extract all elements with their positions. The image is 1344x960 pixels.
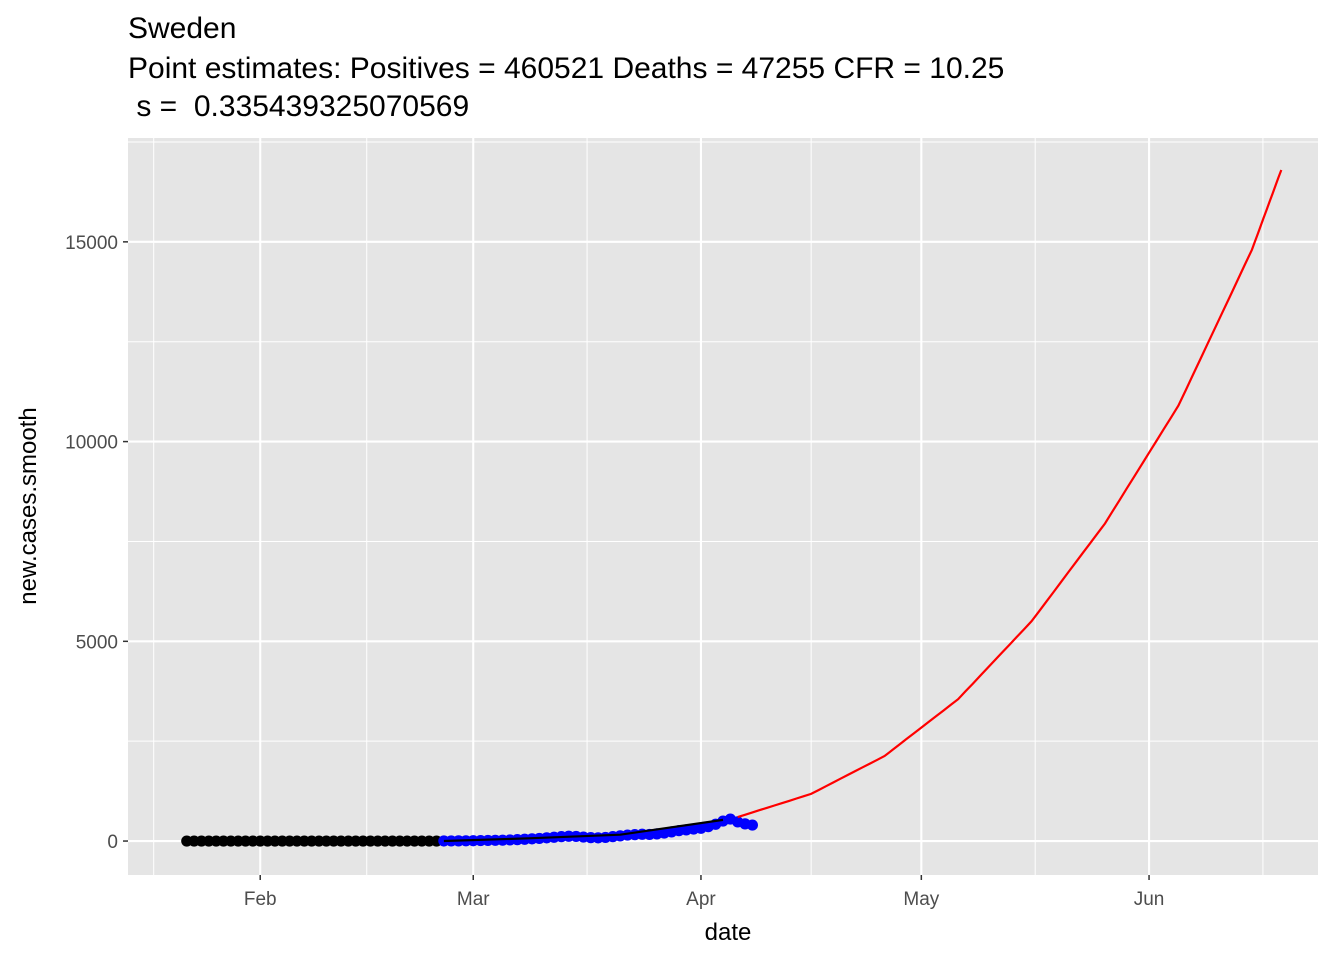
x-tick-label: Apr (686, 889, 716, 910)
title-line-2: Point estimates: Positives = 460521 Deat… (128, 52, 1004, 85)
data-point (746, 819, 758, 831)
x-tick-label: Jun (1134, 889, 1165, 910)
y-axis: 0 5000 10000 15000 (65, 233, 128, 853)
x-tick-label: May (903, 889, 939, 910)
title-line-3: s = 0.335439325070569 (128, 90, 469, 123)
x-tick-label: Mar (457, 889, 490, 910)
plot-panel (128, 138, 1318, 875)
y-tick-label: 10000 (65, 433, 118, 454)
y-tick-label: 0 (107, 832, 118, 853)
series-line (443, 818, 724, 843)
title-line-1: Sweden (128, 12, 236, 45)
series-line (737, 169, 1283, 819)
series-layer (181, 169, 1283, 847)
y-tick-label: 15000 (65, 233, 118, 254)
x-axis-title: date (705, 919, 752, 946)
y-axis-title: new.cases.smooth (15, 407, 42, 604)
chart-title: Sweden Point estimates: Positives = 4605… (128, 12, 1004, 123)
x-axis: Feb Mar Apr May Jun (244, 875, 1165, 910)
x-tick-label: Feb (244, 889, 277, 910)
grid-minor (128, 138, 1318, 875)
y-tick-label: 5000 (76, 632, 118, 653)
